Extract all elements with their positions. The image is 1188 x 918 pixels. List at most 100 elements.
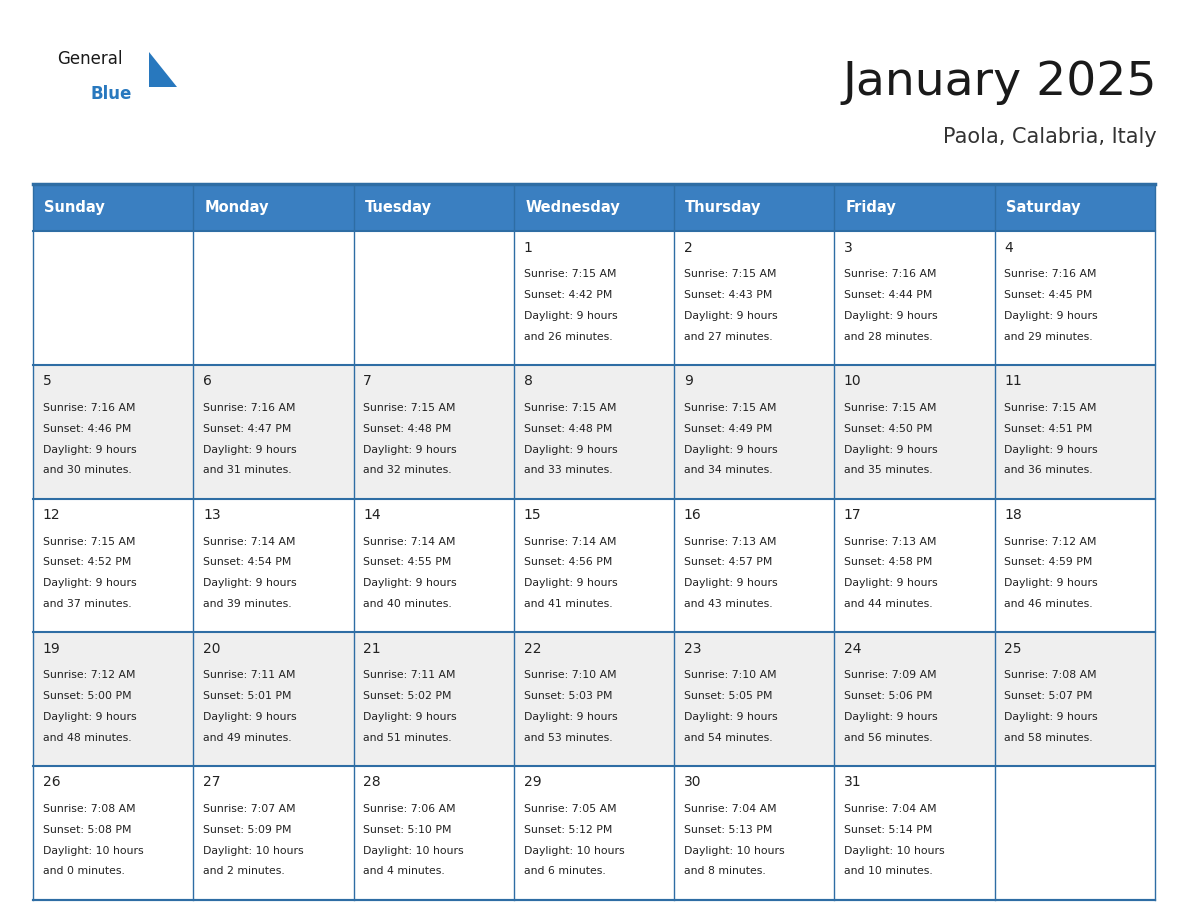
- Text: Daylight: 9 hours: Daylight: 9 hours: [1004, 711, 1098, 722]
- Text: Daylight: 9 hours: Daylight: 9 hours: [1004, 578, 1098, 588]
- Text: Sunset: 5:13 PM: Sunset: 5:13 PM: [684, 824, 772, 834]
- Text: Daylight: 9 hours: Daylight: 9 hours: [43, 711, 137, 722]
- Text: Sunrise: 7:14 AM: Sunrise: 7:14 AM: [364, 537, 456, 547]
- Text: and 54 minutes.: and 54 minutes.: [684, 733, 772, 743]
- Text: January 2025: January 2025: [842, 60, 1157, 105]
- Text: Daylight: 9 hours: Daylight: 9 hours: [203, 578, 297, 588]
- Text: Sunset: 4:42 PM: Sunset: 4:42 PM: [524, 290, 612, 300]
- Text: Daylight: 9 hours: Daylight: 9 hours: [364, 444, 457, 454]
- Text: Sunset: 4:54 PM: Sunset: 4:54 PM: [203, 557, 291, 567]
- Text: and 10 minutes.: and 10 minutes.: [843, 867, 933, 876]
- Bar: [33, 365, 1155, 498]
- Text: Sunrise: 7:15 AM: Sunrise: 7:15 AM: [524, 269, 617, 279]
- Text: Sunrise: 7:16 AM: Sunrise: 7:16 AM: [43, 403, 135, 413]
- Text: Sunrise: 7:04 AM: Sunrise: 7:04 AM: [684, 804, 776, 814]
- Bar: [33, 184, 194, 231]
- Text: 25: 25: [1004, 642, 1022, 655]
- Text: 4: 4: [1004, 241, 1013, 254]
- Text: and 44 minutes.: and 44 minutes.: [843, 599, 933, 609]
- Text: Sunset: 4:46 PM: Sunset: 4:46 PM: [43, 424, 131, 434]
- Text: Sunset: 5:01 PM: Sunset: 5:01 PM: [203, 691, 291, 701]
- Text: Daylight: 9 hours: Daylight: 9 hours: [524, 711, 617, 722]
- Text: Sunrise: 7:13 AM: Sunrise: 7:13 AM: [684, 537, 776, 547]
- Text: 26: 26: [43, 776, 61, 789]
- Text: and 40 minutes.: and 40 minutes.: [364, 599, 453, 609]
- Text: Daylight: 9 hours: Daylight: 9 hours: [843, 444, 937, 454]
- Bar: [33, 498, 1155, 633]
- Text: Daylight: 9 hours: Daylight: 9 hours: [524, 311, 617, 321]
- Text: Daylight: 9 hours: Daylight: 9 hours: [684, 711, 777, 722]
- Text: Sunset: 4:44 PM: Sunset: 4:44 PM: [843, 290, 933, 300]
- Text: Daylight: 9 hours: Daylight: 9 hours: [843, 711, 937, 722]
- Text: Sunset: 5:09 PM: Sunset: 5:09 PM: [203, 824, 291, 834]
- Text: Sunset: 4:50 PM: Sunset: 4:50 PM: [843, 424, 933, 434]
- Text: 20: 20: [203, 642, 221, 655]
- Text: and 41 minutes.: and 41 minutes.: [524, 599, 612, 609]
- Text: Sunrise: 7:14 AM: Sunrise: 7:14 AM: [524, 537, 617, 547]
- Text: and 58 minutes.: and 58 minutes.: [1004, 733, 1093, 743]
- Text: Sunrise: 7:14 AM: Sunrise: 7:14 AM: [203, 537, 296, 547]
- Text: Sunrise: 7:16 AM: Sunrise: 7:16 AM: [1004, 269, 1097, 279]
- Text: Daylight: 9 hours: Daylight: 9 hours: [43, 578, 137, 588]
- Text: Thursday: Thursday: [685, 200, 762, 215]
- Polygon shape: [148, 52, 177, 87]
- Text: and 51 minutes.: and 51 minutes.: [364, 733, 451, 743]
- Text: Sunrise: 7:04 AM: Sunrise: 7:04 AM: [843, 804, 936, 814]
- Text: Daylight: 9 hours: Daylight: 9 hours: [843, 578, 937, 588]
- Text: Daylight: 9 hours: Daylight: 9 hours: [684, 444, 777, 454]
- Text: 14: 14: [364, 508, 381, 522]
- Text: Sunrise: 7:10 AM: Sunrise: 7:10 AM: [524, 670, 617, 680]
- Text: 29: 29: [524, 776, 541, 789]
- Text: and 33 minutes.: and 33 minutes.: [524, 465, 612, 476]
- Text: 1: 1: [524, 241, 532, 254]
- Text: Sunset: 4:52 PM: Sunset: 4:52 PM: [43, 557, 131, 567]
- Text: Sunrise: 7:11 AM: Sunrise: 7:11 AM: [203, 670, 296, 680]
- Text: Sunset: 4:58 PM: Sunset: 4:58 PM: [843, 557, 933, 567]
- Text: and 2 minutes.: and 2 minutes.: [203, 867, 285, 876]
- Text: and 0 minutes.: and 0 minutes.: [43, 867, 125, 876]
- Text: Sunset: 4:45 PM: Sunset: 4:45 PM: [1004, 290, 1093, 300]
- Text: Sunrise: 7:10 AM: Sunrise: 7:10 AM: [684, 670, 776, 680]
- Text: Sunset: 4:43 PM: Sunset: 4:43 PM: [684, 290, 772, 300]
- Text: Sunrise: 7:05 AM: Sunrise: 7:05 AM: [524, 804, 617, 814]
- Text: Sunset: 5:00 PM: Sunset: 5:00 PM: [43, 691, 132, 701]
- Text: Daylight: 9 hours: Daylight: 9 hours: [843, 311, 937, 321]
- Text: and 53 minutes.: and 53 minutes.: [524, 733, 612, 743]
- Text: Daylight: 9 hours: Daylight: 9 hours: [684, 311, 777, 321]
- Text: Daylight: 9 hours: Daylight: 9 hours: [43, 444, 137, 454]
- Text: Daylight: 9 hours: Daylight: 9 hours: [1004, 311, 1098, 321]
- Text: and 8 minutes.: and 8 minutes.: [684, 867, 765, 876]
- Bar: [994, 184, 1155, 231]
- Text: Friday: Friday: [846, 200, 896, 215]
- Text: and 56 minutes.: and 56 minutes.: [843, 733, 933, 743]
- Text: Sunset: 4:48 PM: Sunset: 4:48 PM: [524, 424, 612, 434]
- Bar: [33, 231, 1155, 365]
- Text: Sunset: 5:02 PM: Sunset: 5:02 PM: [364, 691, 451, 701]
- Text: 17: 17: [843, 508, 861, 522]
- Text: 31: 31: [843, 776, 861, 789]
- Text: 15: 15: [524, 508, 541, 522]
- Bar: [33, 766, 1155, 900]
- Text: Daylight: 10 hours: Daylight: 10 hours: [684, 845, 784, 856]
- Text: 6: 6: [203, 375, 211, 388]
- Text: Daylight: 10 hours: Daylight: 10 hours: [364, 845, 465, 856]
- Bar: [674, 184, 834, 231]
- Text: Sunset: 5:07 PM: Sunset: 5:07 PM: [1004, 691, 1093, 701]
- Text: and 29 minutes.: and 29 minutes.: [1004, 331, 1093, 341]
- Text: 5: 5: [43, 375, 51, 388]
- Text: and 31 minutes.: and 31 minutes.: [203, 465, 292, 476]
- Text: 10: 10: [843, 375, 861, 388]
- Text: and 39 minutes.: and 39 minutes.: [203, 599, 292, 609]
- Text: Sunrise: 7:16 AM: Sunrise: 7:16 AM: [843, 269, 936, 279]
- Text: Daylight: 10 hours: Daylight: 10 hours: [43, 845, 144, 856]
- Text: Sunset: 5:08 PM: Sunset: 5:08 PM: [43, 824, 132, 834]
- Text: Sunrise: 7:16 AM: Sunrise: 7:16 AM: [203, 403, 296, 413]
- Text: and 4 minutes.: and 4 minutes.: [364, 867, 446, 876]
- Text: and 37 minutes.: and 37 minutes.: [43, 599, 132, 609]
- Text: Saturday: Saturday: [1006, 200, 1080, 215]
- Text: Tuesday: Tuesday: [365, 200, 432, 215]
- Text: Sunrise: 7:15 AM: Sunrise: 7:15 AM: [524, 403, 617, 413]
- Text: Sunset: 5:06 PM: Sunset: 5:06 PM: [843, 691, 933, 701]
- Text: Sunrise: 7:15 AM: Sunrise: 7:15 AM: [684, 269, 776, 279]
- Text: and 6 minutes.: and 6 minutes.: [524, 867, 605, 876]
